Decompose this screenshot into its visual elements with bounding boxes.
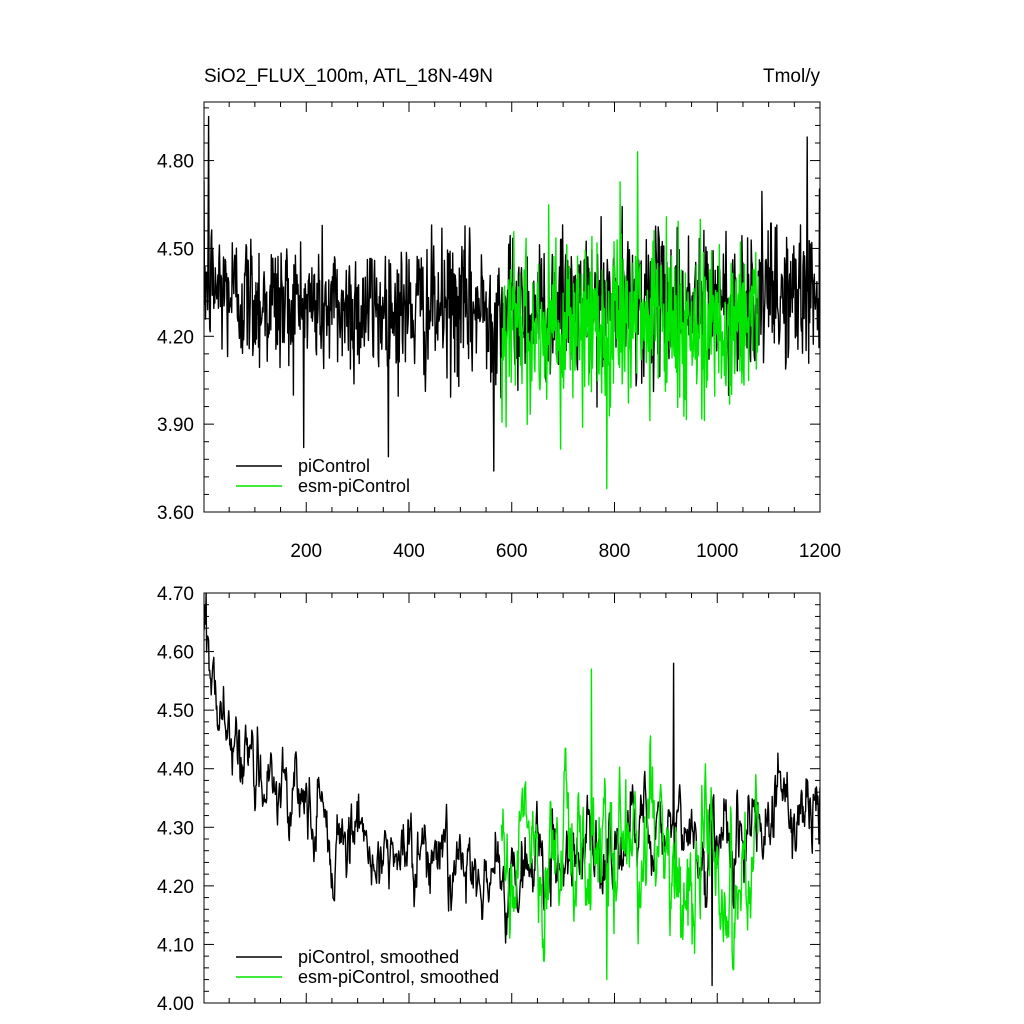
y-tick-label: 3.60 xyxy=(157,503,194,524)
plot-frame-2 xyxy=(203,592,821,1004)
series-line-esm-picontrol--smoothed xyxy=(500,668,759,981)
legend-entry: esm-piControl, smoothed xyxy=(298,967,499,987)
legend-entry: piControl xyxy=(298,456,370,476)
y-tick-label: 4.40 xyxy=(157,760,194,781)
x-tick-label: 400 xyxy=(393,541,425,562)
y-tick-label: 4.20 xyxy=(157,327,194,348)
y-tick-label: 4.80 xyxy=(157,152,194,173)
units-label: Tmol/y xyxy=(763,66,821,87)
chart-title: SiO2_FLUX_100m, ATL_18N-49N xyxy=(204,66,493,87)
y-tick-label: 4.00 xyxy=(157,994,194,1015)
x-tick-label: 800 xyxy=(599,541,631,562)
legend-entry: piControl, smoothed xyxy=(298,947,459,967)
y-tick-label: 4.30 xyxy=(157,818,194,839)
top-panel-raw: 200 400 600 800 1000 1200 3.60 3.90 4.20 4.50 4.80… xyxy=(157,101,841,562)
series-line-esm-picontrol xyxy=(500,151,759,490)
y-tick-label: 4.20 xyxy=(157,877,194,898)
x-tick-label: 200 xyxy=(290,541,322,562)
y-tick-label: 4.50 xyxy=(157,239,194,260)
y-tick-label: 4.60 xyxy=(157,643,194,664)
y-tick-label: 3.90 xyxy=(157,415,194,436)
bottom-panel-smoothed: 4.00 4.10 4.20 4.30 4.40 4.50 4.60 4.70 piContro… xyxy=(157,584,821,1015)
series-line-picontrol xyxy=(204,115,820,472)
y-tick-label: 4.10 xyxy=(157,935,194,956)
legend-entry: esm-piControl xyxy=(298,476,410,496)
y-tick-label: 4.70 xyxy=(157,584,194,605)
x-tick-label: 1000 xyxy=(696,541,738,562)
x-tick-label: 600 xyxy=(496,541,528,562)
y-tick-label: 4.50 xyxy=(157,701,194,722)
x-tick-label: 1200 xyxy=(799,541,841,562)
